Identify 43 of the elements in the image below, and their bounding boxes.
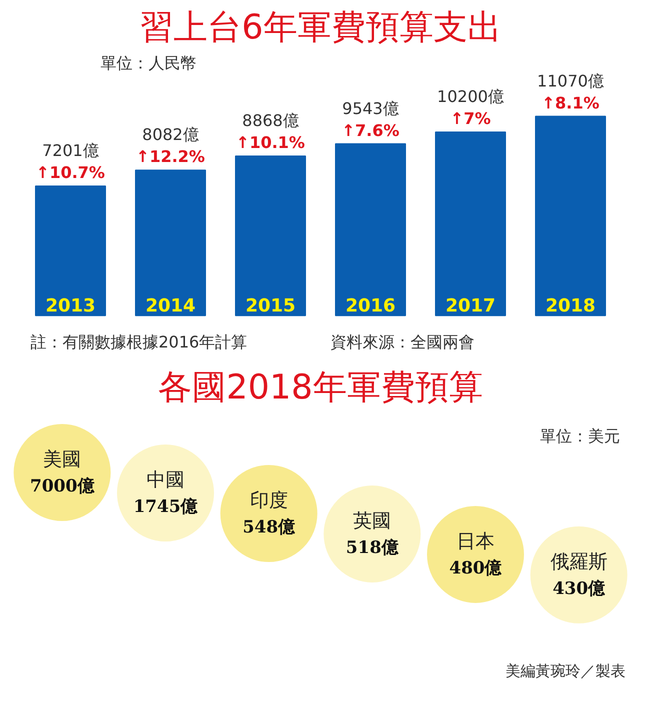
x-tick-label: 2014	[145, 296, 196, 317]
category-label: 日本	[456, 530, 494, 552]
annotation: ↑7.6%	[342, 120, 400, 140]
x-tick-label: 2016	[345, 296, 396, 317]
data-label: 430億	[552, 578, 606, 599]
data-label: 8868億	[242, 110, 299, 130]
x-tick-label: 2018	[545, 296, 596, 317]
category-label: 俄羅斯	[550, 550, 608, 573]
text: 各國2018年軍費預算	[158, 368, 483, 408]
data-label: 9543億	[342, 98, 399, 118]
data-label: 548億	[242, 518, 296, 538]
bar	[135, 170, 206, 316]
chart-subtitle: 單位：人民幣	[100, 53, 196, 72]
text: 單位：美元	[540, 426, 620, 446]
bar	[35, 185, 106, 316]
bar	[535, 116, 606, 316]
category-label: 英國	[353, 510, 392, 532]
annotation: ↑8.1%	[542, 93, 600, 112]
data-label: 7000億	[30, 476, 96, 497]
category-label: 美國	[43, 448, 82, 471]
data-label: 518億	[346, 538, 400, 558]
annotation: ↑12.2%	[136, 147, 205, 166]
annotation: ↑10.1%	[236, 132, 305, 152]
x-tick-label: 2017	[445, 296, 496, 317]
annotation: ↑7%	[450, 108, 491, 128]
x-tick-label: 2013	[45, 296, 96, 317]
category-label: 中國	[146, 469, 184, 492]
data-label: 480億	[449, 558, 503, 578]
data-label: 1745億	[133, 497, 199, 518]
source-note: 資料來源：全國兩會	[330, 332, 474, 352]
text: 註：有關數據根據2016年計算	[30, 332, 248, 352]
data-label: 7201億	[42, 140, 99, 160]
x-tick-label: 2015	[245, 296, 296, 317]
data-label: 8082億	[142, 125, 199, 144]
data-label: 10200億	[437, 86, 504, 106]
bar	[435, 131, 506, 316]
category-label: 印度	[250, 490, 288, 512]
bar	[235, 155, 306, 316]
text: 美編黃琬玲／製表	[505, 662, 626, 680]
bar	[335, 143, 406, 316]
chart-title: 習上台6年軍費預算支出	[140, 8, 502, 48]
annotation: ↑10.7%	[36, 162, 105, 182]
data-label: 11070億	[537, 71, 604, 90]
